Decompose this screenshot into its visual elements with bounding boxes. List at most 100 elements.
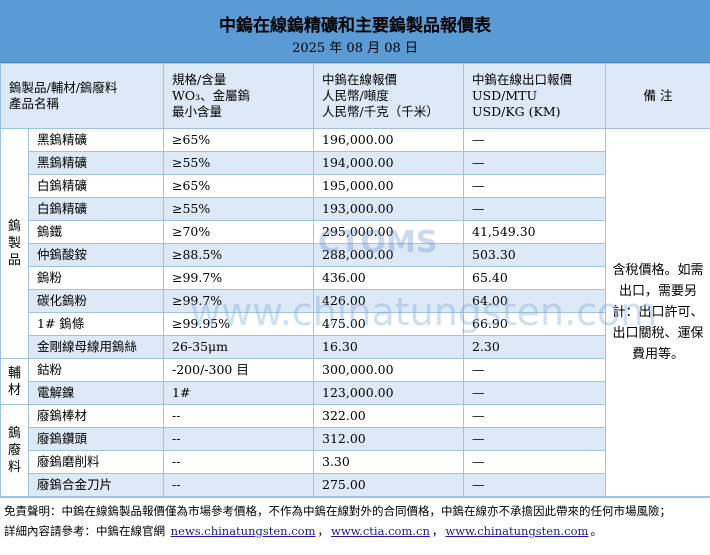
cell-price: 16.30: [313, 335, 464, 359]
cell-export: —: [463, 174, 606, 198]
cell-spec: ≥65%: [163, 128, 314, 152]
table-row: 廢鎢鑽頭 -- 312.00—: [1, 427, 710, 451]
cell-export: —: [463, 404, 606, 428]
cell-spec: 26-35μm: [163, 335, 314, 359]
disclaimer: 免責聲明：中鎢在線鎢製品報價僅為市場參考價格，不作為中鎢在線對外的合同價格，中鎢…: [4, 504, 671, 518]
cell-spec: ≥55%: [163, 151, 314, 175]
cell-export: —: [463, 358, 606, 382]
cell-export: —: [463, 450, 606, 474]
link-news[interactable]: news.chinatungsten.com: [170, 524, 316, 538]
cell-name: 電解鎳: [28, 381, 164, 405]
header-spec: 規格/含量 WO₃、金屬鎢 最小含量: [163, 63, 314, 129]
table-row: 1# 鎢條 ≥99.95% 475.00 66.90: [1, 312, 710, 336]
cell-export: 2.30: [463, 335, 606, 359]
cell-export: —: [463, 427, 606, 451]
cell-price: 193,000.00: [313, 197, 464, 221]
cell-export: —: [463, 151, 606, 175]
table-row: 輔材 鈷粉 -200/-300 目 300,000.00—: [0, 358, 710, 405]
table-row: 碳化鎢粉 ≥99.7% 426.00 64.00: [1, 289, 710, 313]
table-row: 白鎢精礦 ≥65% 195,000.00—: [1, 174, 710, 198]
cell-spec: ≥70%: [163, 220, 314, 244]
cell-spec: -200/-300 目: [163, 358, 314, 382]
cell-export: 503.30: [463, 243, 606, 267]
cell-price: 3.30: [313, 450, 464, 474]
table-row: 鎢粉 ≥99.7% 436.00 65.40: [1, 266, 710, 290]
category-cell: 鎢廢料: [0, 404, 29, 497]
cell-price: 312.00: [313, 427, 464, 451]
cell-export: —: [463, 381, 606, 405]
cell-price: 475.00: [313, 312, 464, 336]
price-table: 鎢製品/輔材/鎢廢料 產品名稱 規格/含量 WO₃、金屬鎢 最小含量 中鎢在線報價 人民…: [0, 63, 710, 497]
cell-price: 426.00: [313, 289, 464, 313]
cell-price: 300,000.00: [313, 358, 464, 382]
cell-spec: ≥99.7%: [163, 266, 314, 290]
cell-price: 194,000.00: [313, 151, 464, 175]
price-date: 2025 年 08 月 08 日: [292, 41, 418, 56]
page-title: 中鎢在線鎢精礦和主要鎢製品報價表: [219, 16, 491, 36]
note-cell: 含稅價格。如需出口，需要另計：出口許可、出口關稅、運保費用等。: [605, 128, 710, 497]
cell-export: —: [463, 128, 606, 152]
category-cell: 鎢製品: [0, 128, 29, 359]
cell-name: 廢鎢棒材: [28, 404, 164, 428]
cell-spec: --: [163, 473, 314, 497]
cell-price: 195,000.00: [313, 174, 464, 198]
cell-spec: ≥55%: [163, 197, 314, 221]
cell-name: 白鎢精礦: [28, 197, 164, 221]
table-row: 鎢廢料 廢鎢棒材 -- 322.00—: [0, 404, 710, 497]
table-row: 金剛線母線用鎢絲 26-35μm 16.30 2.30: [1, 335, 710, 359]
cell-name: 白鎢精礦: [28, 174, 164, 198]
header-note: 備 注: [605, 63, 710, 129]
cell-price: 123,000.00: [313, 381, 464, 405]
cell-spec: ≥65%: [163, 174, 314, 198]
cell-name: 廢鎢鑽頭: [28, 427, 164, 451]
reference-line: 詳細內容請參考：中鎢在線官網 news.chinatungsten.com， ww…: [4, 524, 602, 538]
table-row: 電解鎳 1# 123,000.00—: [1, 381, 710, 405]
cell-name: 1# 鎢條: [28, 312, 164, 336]
header-price: 中鎢在線報價 人民幣/噸度 人民幣/千克（千米）: [313, 63, 464, 129]
cell-export: 65.40: [463, 266, 606, 290]
cell-name: 廢鎢磨削料: [28, 450, 164, 474]
cell-price: 196,000.00: [313, 128, 464, 152]
cell-name: 鈷粉: [28, 358, 164, 382]
cell-name: 仲鎢酸銨: [28, 243, 164, 267]
cell-export: 66.90: [463, 312, 606, 336]
table-row: 廢鎢合金刀片 -- 275.00—: [1, 473, 710, 497]
header-name: 鎢製品/輔材/鎢廢料 產品名稱: [0, 63, 164, 129]
cell-name: 廢鎢合金刀片: [28, 473, 164, 497]
cell-price: 288,000.00: [313, 243, 464, 267]
cell-spec: --: [163, 450, 314, 474]
watermark-logo: CTOMS: [318, 225, 438, 260]
cell-name: 金剛線母線用鎢絲: [28, 335, 164, 359]
cell-name: 鎢鐵: [28, 220, 164, 244]
table-row: 黑鎢精礦 ≥55% 194,000.00—: [1, 151, 710, 175]
table-row: 廢鎢磨削料 -- 3.30—: [1, 450, 710, 474]
table-row: 鎢製品 黑鎢精礦 ≥65% 196,000.00— 含稅價格。如需出口，需要另計：出口許…: [0, 128, 710, 497]
cell-export: —: [463, 197, 606, 221]
table-header: 鎢製品/輔材/鎢廢料 產品名稱 規格/含量 WO₃、金屬鎢 最小含量 中鎢在線報價 人民…: [0, 63, 710, 129]
cell-name: 鎢粉: [28, 266, 164, 290]
link-ctia[interactable]: www.ctia.com.cn: [331, 524, 430, 538]
cell-name: 黑鎢精礦: [28, 128, 164, 152]
cell-spec: --: [163, 427, 314, 451]
footer: 免責聲明：中鎢在線鎢製品報價僅為市場參考價格，不作為中鎢在線對外的合同價格，中鎢…: [0, 497, 710, 544]
cell-name: 碳化鎢粉: [28, 289, 164, 313]
table-row: 仲鎢酸銨 ≥88.5% 288,000.00 503.30: [1, 243, 710, 267]
cell-spec: ≥99.95%: [163, 312, 314, 336]
cell-spec: --: [163, 404, 314, 428]
category-cell: 輔材: [0, 358, 29, 405]
cell-spec: ≥88.5%: [163, 243, 314, 267]
header-export: 中鎢在線出口報價 USD/MTU USD/KG (KM): [463, 63, 606, 129]
cell-price: 436.00: [313, 266, 464, 290]
cell-name: 黑鎢精礦: [28, 151, 164, 175]
cell-export: —: [463, 473, 606, 497]
table-row: 白鎢精礦 ≥55% 193,000.00—: [1, 197, 710, 221]
table-row: 鎢鐵 ≥70% 295,000.00 41,549.30: [1, 220, 710, 244]
link-chinatungsten[interactable]: www.chinatungsten.com: [445, 524, 589, 538]
cell-spec: ≥99.7%: [163, 289, 314, 313]
cell-export: 64.00: [463, 289, 606, 313]
cell-price: 322.00: [313, 404, 464, 428]
title-bar: 中鎢在線鎢精礦和主要鎢製品報價表 2025 年 08 月 08 日: [0, 0, 710, 63]
cell-spec: 1#: [163, 381, 314, 405]
cell-export: 41,549.30: [463, 220, 606, 244]
cell-price: 275.00: [313, 473, 464, 497]
